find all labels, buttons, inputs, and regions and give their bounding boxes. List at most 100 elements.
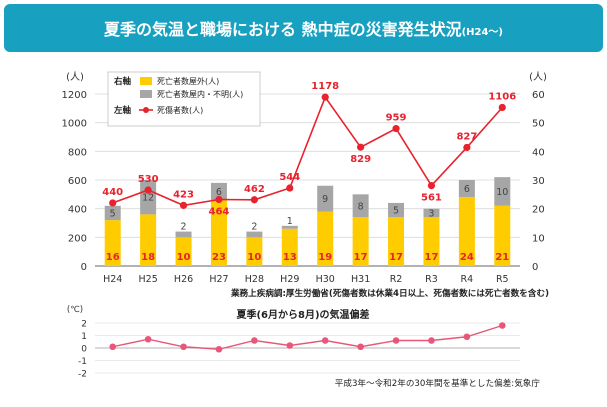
x-tick-label: H31 — [351, 274, 370, 285]
bar-indoor — [494, 177, 511, 206]
bar-outdoor-value: 13 — [283, 252, 297, 263]
right-tick-label: 60 — [532, 90, 545, 101]
right-tick-label: 50 — [532, 119, 545, 130]
temp-tick-label: 1 — [81, 332, 87, 342]
right-tick-label: 0 — [532, 262, 538, 273]
title-banner: 夏季の気温と職場における 熱中症の災害発生状況(H24～) — [4, 4, 603, 52]
bar-indoor — [458, 180, 475, 198]
casualty-value-label: 464 — [209, 206, 230, 217]
temp-point — [463, 333, 471, 341]
legend-left-axis-label: 左軸 — [113, 105, 132, 116]
left-tick-label: 1200 — [62, 90, 87, 101]
bar-indoor-value: 9 — [322, 194, 328, 205]
x-tick-label: R2 — [390, 274, 403, 285]
bar-outdoor-value: 18 — [141, 252, 155, 263]
casualty-point — [179, 201, 188, 209]
bar-outdoor-value: 24 — [460, 252, 474, 263]
right-tick-label: 40 — [532, 147, 545, 158]
temp-point — [144, 335, 152, 343]
temperature-chart: 夏季(6月から8月)の気温偏差 (℃) -2 -1 0 1 2 平成3年～令和2年の30年間を… — [67, 305, 540, 389]
bar-outdoor-value: 16 — [106, 252, 120, 263]
bar-indoor — [388, 202, 405, 218]
x-tick-label: R5 — [496, 274, 509, 285]
death-bars — [104, 177, 511, 266]
casualty-point — [250, 196, 258, 204]
title-main: 夏季の気温と職場における — [103, 20, 302, 39]
x-tick-label: H29 — [280, 274, 299, 285]
bar-outdoor — [281, 228, 298, 266]
bar-indoor — [210, 182, 227, 201]
left-tick-label: 200 — [68, 233, 87, 244]
x-tick-label: H28 — [245, 274, 264, 285]
casualty-value-label: 530 — [138, 174, 159, 185]
bar-outdoor — [388, 217, 405, 266]
bar-indoor — [246, 231, 263, 238]
bar-indoor-value: 10 — [496, 187, 508, 198]
casualty-value-label: 462 — [244, 184, 265, 195]
casualty-point — [392, 124, 400, 133]
bar-value-labels: 16 5 18 12 10 2 23 6 10 2 13 1 19 9 17 8 17 5 17 3 24 6 21 10 — [106, 184, 510, 263]
bar-outdoor-value: 17 — [354, 252, 368, 263]
bar-indoor — [175, 231, 192, 238]
right-tick-label: 30 — [532, 176, 545, 187]
casualty-value-label: 1178 — [311, 81, 339, 92]
page-title: 夏季の気温と職場における 熱中症の災害発生状況(H24～) — [4, 16, 603, 40]
casualty-point — [357, 143, 365, 151]
casualty-point — [215, 195, 223, 204]
bar-indoor-value: 3 — [428, 208, 434, 219]
legend-line-marker — [143, 107, 149, 113]
bar-outdoor-value: 10 — [247, 252, 261, 263]
temp-source-note: 平成3年～令和2年の30年間を基準とした偏差:気象庁 — [335, 377, 541, 389]
left-tick-label: 1000 — [62, 119, 87, 130]
temp-point — [498, 322, 506, 329]
casualty-point — [321, 93, 329, 101]
legend-swatch-outdoor — [140, 77, 152, 85]
left-tick-label: 0 — [81, 262, 87, 273]
bar-indoor — [352, 194, 369, 218]
casualty-value-label: 423 — [173, 189, 194, 200]
x-tick-label: H24 — [103, 274, 122, 285]
x-tick-label: R4 — [461, 274, 474, 285]
casualty-line: 440 530 423 464 462 544 1178 829 959 561 827 1106 — [102, 81, 516, 217]
casualty-value-label: 544 — [279, 172, 300, 183]
title-suffix: (H24～) — [461, 27, 504, 38]
temp-point — [109, 343, 117, 351]
right-tick-label: 20 — [532, 205, 545, 216]
x-tick-label: H30 — [316, 274, 335, 285]
casualty-point — [463, 143, 471, 152]
casualty-value-label: 829 — [350, 154, 371, 165]
temp-point — [180, 343, 187, 351]
bar-outdoor-value: 17 — [424, 252, 438, 263]
temp-point — [321, 337, 329, 344]
casualty-line-path — [112, 95, 503, 207]
bar-indoor-value: 2 — [251, 222, 257, 233]
legend-right-axis-label: 右軸 — [113, 76, 132, 87]
bar-indoor-value: 5 — [110, 208, 116, 219]
casualty-value-label: 959 — [386, 113, 407, 124]
x-tick-label: R3 — [425, 274, 438, 285]
left-axis-unit: (人) — [66, 71, 84, 83]
bar-outdoor — [352, 217, 369, 266]
temp-point — [357, 343, 364, 351]
bar-outdoor — [494, 205, 511, 266]
casualty-point — [109, 199, 117, 207]
casualty-point — [498, 103, 506, 112]
temp-point — [428, 337, 435, 344]
temp-chart-title: 夏季(6月から8月)の気温偏差 — [235, 308, 369, 321]
legend-indoor-label: 死亡者数屋内・不明(人) — [157, 89, 243, 99]
bar-indoor-value: 2 — [181, 222, 187, 233]
bar-indoor-value: 6 — [216, 187, 222, 198]
bar-indoor — [281, 225, 298, 229]
bar-indoor-value: 8 — [358, 201, 364, 212]
casualty-value-label: 1106 — [488, 91, 516, 102]
title-strong: 熱中症の災害発生状況 — [301, 20, 462, 39]
temp-point — [251, 337, 258, 344]
bar-outdoor — [210, 200, 227, 266]
bar-outdoor — [104, 220, 121, 266]
temp-tick-label: -1 — [78, 357, 87, 367]
casualty-value-label: 561 — [421, 193, 442, 204]
bar-indoor-value: 1 — [287, 216, 293, 227]
casualty-point — [286, 184, 294, 192]
